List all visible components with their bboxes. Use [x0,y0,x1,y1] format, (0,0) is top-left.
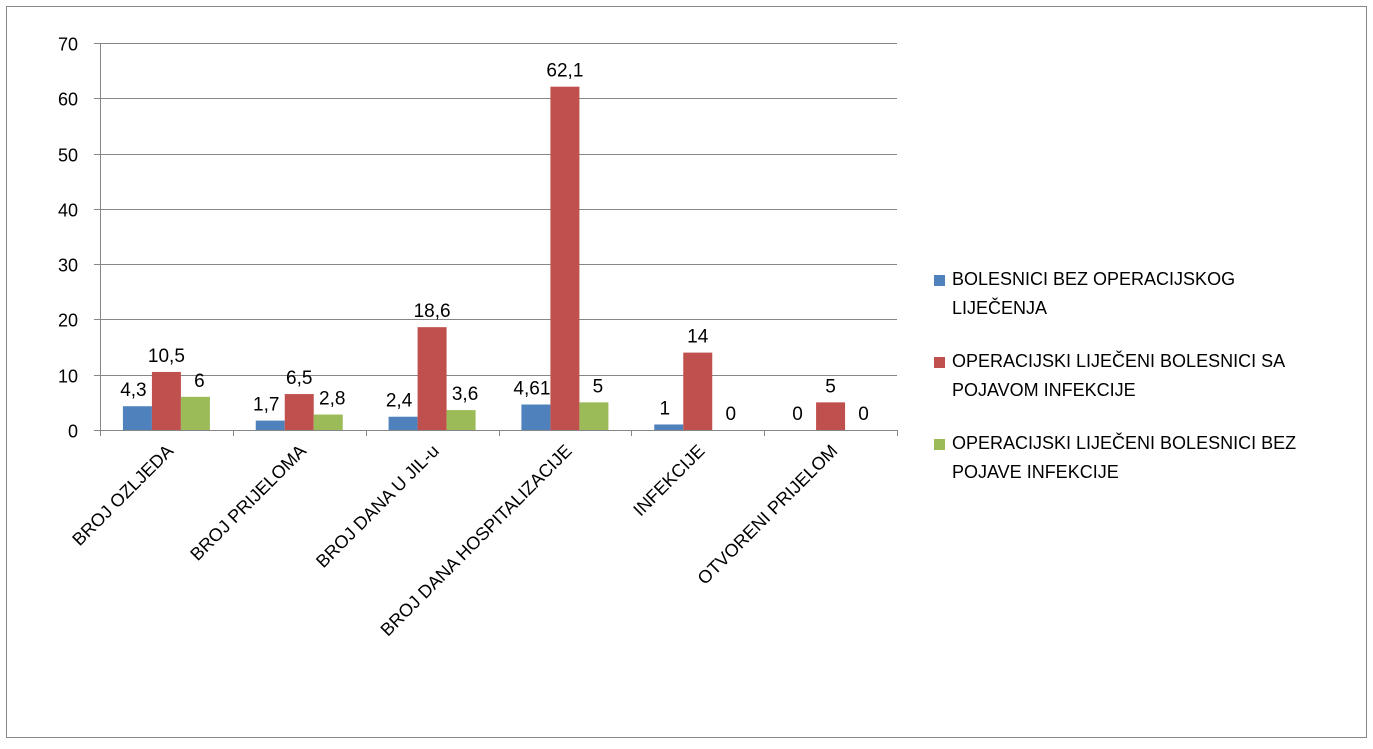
data-label-infekcije-series-1: 1 [659,398,670,419]
bar-broj-ozljeda-series-3 [180,396,210,430]
legend-swatch-series-3 [934,439,945,450]
bar-broj-dana-hospitalizacije-series-1 [521,404,551,430]
data-label-infekcije-series-3: 0 [725,404,736,425]
y-tick-label-40: 40 [58,201,78,221]
bars [122,86,846,430]
data-label-otvoreni-prijelom-series-3: 0 [858,404,869,425]
data-labels: 4,310,5 6 1,7 6,5 2,8 2,4 18,6 3,6 4,61 62,1 5 1 14 0… [120,61,869,425]
data-label-otvoreni-prijelom-series-1: 0 [792,404,803,425]
bar-broj-dana-u-jil-u-series-3 [446,410,476,430]
y-tick-label-10: 10 [58,367,78,387]
bar-broj-ozljeda-series-2 [151,371,181,430]
y-tick-label-30: 30 [58,256,78,276]
y-tick-label-0: 0 [68,422,78,442]
gridlines [100,43,897,376]
bar-infekcije-series-2 [683,352,713,430]
data-label-otvoreni-prijelom-series-2: 5 [825,376,836,397]
data-label-broj-dana-hospitalizacije-series-1: 4,61 [513,379,550,400]
bar-broj-dana-hospitalizacije-series-2 [550,86,580,430]
bar-infekcije-series-1 [654,424,684,430]
legend-label-series-3-line-2: POJAVE INFEKCIJE [952,462,1119,482]
legend-label-series-3-line-1: OPERACIJSKI LIJEČENI BOLESNICI BEZ [952,432,1296,453]
legend: BOLESNICI BEZ OPERACIJSKOG LIJEČENJA OPERA… [934,269,1296,482]
data-label-broj-prijeloma-series-3: 2,8 [319,389,345,410]
data-label-infekcije-series-2: 14 [687,327,709,348]
data-label-broj-prijeloma-series-2: 6,5 [286,368,312,389]
legend-swatch-series-1 [934,275,945,286]
y-tick-label-20: 20 [58,311,78,331]
y-tick-label-60: 60 [58,90,78,110]
bar-broj-prijeloma-series-2 [284,394,314,430]
data-label-broj-dana-u-jil-u-series-3: 3,6 [452,384,478,405]
bar-broj-ozljeda-series-1 [122,406,152,430]
data-label-broj-dana-u-jil-u-series-1: 2,4 [386,391,413,412]
bar-broj-dana-u-jil-u-series-1 [388,416,418,430]
data-label-broj-ozljeda-series-3: 6 [194,371,205,392]
bar-broj-prijeloma-series-3 [313,414,343,430]
bar-broj-prijeloma-series-1 [255,420,285,430]
data-label-broj-ozljeda-series-2: 10,5 [148,346,185,367]
data-label-broj-ozljeda-series-1: 4,3 [120,380,146,401]
legend-swatch-series-2 [934,357,945,368]
y-tick-label-50: 50 [58,146,78,166]
legend-label-series-1-line-2: LIJEČENJA [952,297,1047,318]
data-label-broj-dana-u-jil-u-series-2: 18,6 [414,301,451,322]
y-tick-label-70: 70 [58,35,78,55]
bar-broj-dana-hospitalizacije-series-3 [579,402,609,430]
data-label-broj-prijeloma-series-1: 1,7 [253,395,279,416]
data-label-broj-dana-hospitalizacije-series-2: 62,1 [546,61,583,82]
data-label-broj-dana-hospitalizacije-series-3: 5 [593,376,604,397]
legend-label-series-2-line-1: OPERACIJSKI LIJEČENI BOLESNICI SA [952,350,1285,371]
legend-label-series-1-line-1: BOLESNICI BEZ OPERACIJSKOG [952,269,1235,289]
legend-label-series-2-line-2: POJAVOM INFEKCIJE [952,380,1136,400]
bar-otvoreni-prijelom-series-2 [816,402,846,430]
bar-broj-dana-u-jil-u-series-2 [417,327,447,430]
